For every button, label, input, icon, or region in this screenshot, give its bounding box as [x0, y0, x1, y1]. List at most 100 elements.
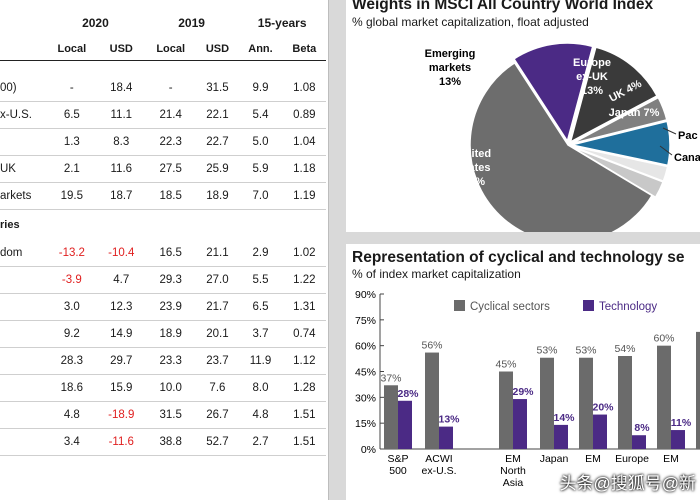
table-cell: 18.9: [144, 320, 197, 348]
table-cell: 8.3: [97, 128, 145, 156]
bar-technology: [439, 426, 453, 449]
table-cell: 5.5: [238, 266, 283, 294]
table-cell: 26.7: [196, 401, 239, 429]
pie-title: Weights in MSCI All Country World Index: [352, 0, 654, 13]
table-cell: 31.5: [144, 401, 197, 429]
pie-label: markets: [429, 62, 471, 74]
row-label: [0, 347, 46, 375]
pie-label: Emerging: [425, 48, 476, 60]
table-cell: 1.31: [282, 293, 326, 321]
table-cell: 19.5: [46, 182, 98, 210]
bar-technology: [554, 424, 568, 449]
year-header-row: 2020 2019 15-years: [0, 8, 326, 38]
table-cell: -13.2: [46, 240, 98, 267]
row-label: UK: [0, 155, 46, 183]
table-cell: 21.7: [196, 293, 239, 321]
row-label: [0, 320, 46, 348]
table-cell: -: [46, 75, 98, 102]
returns-table-panel: 2020 2019 15-years Local USD Local USD A…: [0, 0, 329, 500]
subheader: Ann.: [238, 38, 283, 61]
leader-line: [662, 127, 677, 135]
category-label: EM: [663, 453, 679, 465]
table-cell: -10.4: [97, 240, 145, 267]
table-cell: 27.5: [144, 155, 197, 183]
pie-slice-canada: [571, 146, 665, 199]
category-label: Europe: [615, 453, 649, 465]
table-cell: 11.6: [97, 155, 145, 183]
value-label: 20%: [592, 402, 614, 414]
pie-subtitle: % global market capitalization, float ad…: [352, 15, 589, 29]
row-label: dom: [0, 240, 46, 267]
table-row: 4.8 -18.9 31.5 26.7 4.8 1.51: [0, 401, 326, 429]
subheader: USD: [196, 38, 239, 61]
y-tick-label: 90%: [355, 289, 376, 301]
value-label: 45%: [495, 359, 516, 371]
category-label: S&P: [387, 453, 408, 465]
value-label: 28%: [397, 388, 419, 400]
table-cell: 10.0: [144, 374, 197, 402]
bar-title: Representation of cyclical and technolog…: [352, 249, 685, 266]
legend-swatch-cyclical: [454, 300, 465, 311]
table-cell: 22.7: [196, 128, 239, 156]
table-cell: 2.1: [46, 155, 98, 183]
table-cell: 9.2: [46, 320, 98, 348]
table-cell: 1.02: [282, 240, 326, 267]
table-cell: 4.8: [238, 401, 283, 429]
value-label: 37%: [380, 372, 401, 384]
table-cell: 4.7: [97, 266, 145, 294]
bar-technology: [398, 400, 412, 449]
pie-label: Europe: [573, 57, 611, 69]
bar-cyclical: [696, 331, 700, 449]
table-cell: 5.4: [238, 101, 283, 129]
pie-label: Japan 7%: [609, 107, 660, 119]
category-label: 500: [389, 465, 407, 477]
year-2019: 2019: [178, 16, 205, 30]
pie-slice-em: [512, 42, 594, 143]
pie-label: Cana: [674, 152, 700, 164]
table-row: x-U.S. 6.5 11.1 21.4 22.1 5.4 0.89: [0, 101, 326, 129]
table-cell: 18.5: [144, 182, 197, 210]
bar-cyclical: [425, 352, 439, 449]
section-label: ries: [0, 219, 20, 231]
table-cell: 15.9: [97, 374, 145, 402]
returns-table: 2020 2019 15-years Local USD Local USD A…: [0, 8, 326, 456]
table-cell: 11.1: [97, 101, 145, 129]
pie-label: 57%: [463, 176, 485, 188]
table-cell: 12.3: [97, 293, 145, 321]
value-label: 13%: [438, 414, 460, 426]
table-cell: 3.4: [46, 428, 98, 456]
table-cell: 31.5: [196, 75, 239, 102]
bar-cyclical: [540, 357, 554, 449]
table-cell: 23.7: [196, 347, 239, 375]
value-label: 56%: [421, 340, 442, 352]
row-label: [0, 293, 46, 321]
bar-cyclical: [499, 371, 513, 449]
row-label: [0, 266, 46, 294]
bar-subtitle: % of index market capitalization: [352, 267, 521, 281]
table-cell: 2.7: [238, 428, 283, 456]
table-cell: 11.9: [238, 347, 283, 375]
table-cell: 18.7: [97, 182, 145, 210]
category-label: North: [500, 465, 526, 477]
table-row: 3.0 12.3 23.9 21.7 6.5 1.31: [0, 293, 326, 321]
y-tick-label: 75%: [355, 315, 376, 327]
category-label: ACWI: [425, 453, 452, 465]
table-cell: -3.9: [46, 266, 98, 294]
table-cell: 7.0: [238, 182, 283, 210]
table-row: dom -13.2 -10.4 16.5 21.1 2.9 1.02: [0, 240, 326, 267]
table-cell: 5.0: [238, 128, 283, 156]
table-cell: 21.4: [144, 101, 197, 129]
table-cell: 1.51: [282, 401, 326, 429]
table-cell: 16.5: [144, 240, 197, 267]
table-row: -3.9 4.7 29.3 27.0 5.5 1.22: [0, 266, 326, 294]
pie-label: States: [457, 162, 490, 174]
table-cell: 21.1: [196, 240, 239, 267]
y-tick-label: 30%: [355, 392, 376, 404]
table-cell: 1.22: [282, 266, 326, 294]
table-cell: 7.6: [196, 374, 239, 402]
bar-technology: [513, 399, 527, 449]
table-cell: 1.18: [282, 155, 326, 183]
subheader: Local: [46, 38, 98, 61]
row-label: [0, 428, 46, 456]
watermark: 头条@搜狐号@新: [559, 474, 696, 493]
